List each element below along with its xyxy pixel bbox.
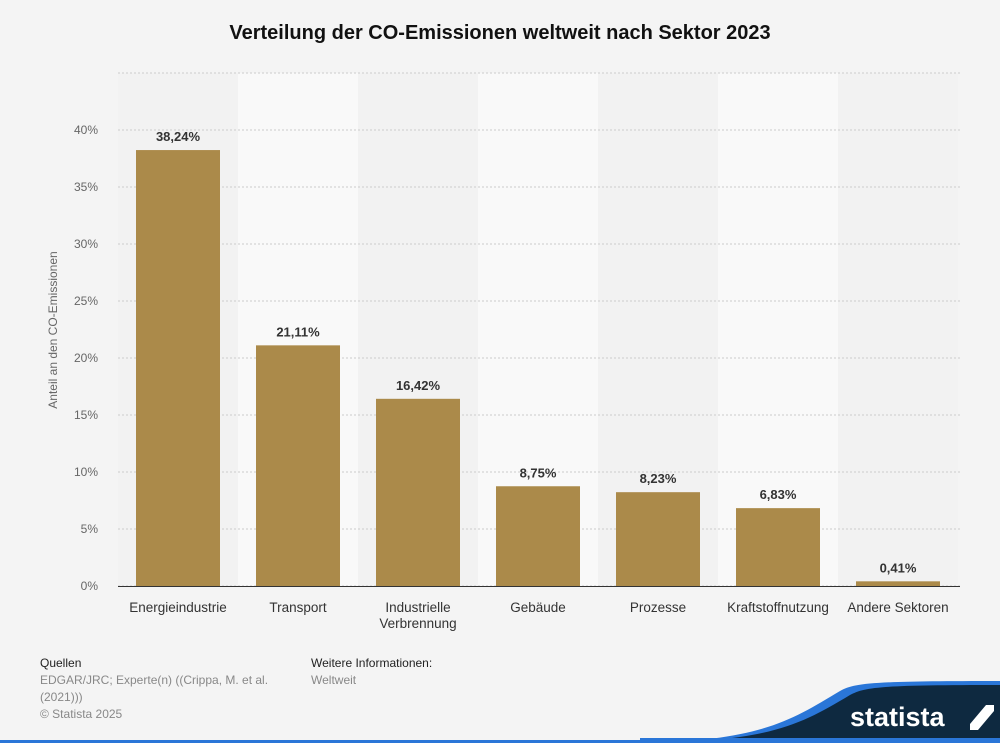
x-tick-label: Kraftstoffnutzung [727,600,829,615]
bar [856,581,940,586]
sources-line: (2021))) [40,690,83,704]
bar [256,345,340,586]
chart-title: Verteilung der CO-Emissionen weltweit na… [229,22,771,44]
data-label: 16,42% [396,378,441,393]
y-tick-label: 20% [74,351,98,365]
bar [376,398,460,586]
data-label: 8,23% [640,471,677,486]
sources-block: Quellen EDGAR/JRC; Experte(n) ((Crippa, … [40,655,268,723]
y-tick-label: 25% [74,294,98,308]
info-block: Weitere Informationen: Weltweit [311,655,432,689]
info-heading: Weitere Informationen: [311,656,433,670]
x-tick-label: Verbrennung [379,616,456,631]
data-label: 38,24% [156,129,201,144]
svg-text:statista: statista [850,702,946,732]
info-text: Weltweit [311,673,357,687]
y-tick-label: 30% [74,237,98,251]
data-label: 0,41% [880,560,917,575]
y-tick-label: 10% [74,465,98,479]
x-tick-label: Transport [269,600,327,615]
data-label: 6,83% [760,487,797,502]
y-tick-label: 0% [81,579,99,593]
bar-chart: 0% 5% 10% 15% 20% 25% 30% 35% 40% 38,24% Energiein… [46,72,960,631]
sources-heading: Quellen [40,656,82,670]
column-band [718,73,838,586]
y-tick-label: 5% [81,522,99,536]
y-tick-label: 15% [74,408,98,422]
y-tick-label: 35% [74,180,98,194]
data-label: 21,11% [276,324,320,339]
y-axis-label: Anteil an den CO-Emissionen [46,251,60,408]
bar [616,492,700,586]
x-tick-label: Andere Sektoren [847,600,948,615]
copyright: © Statista 2025 [40,707,123,721]
bar [736,508,820,586]
sources-line[interactable]: EDGAR/JRC; Experte(n) ((Crippa, M. et al… [40,673,269,687]
x-tick-label: Prozesse [630,600,686,615]
x-tick-label: Energieindustrie [129,600,227,615]
footer-line [0,740,660,743]
y-tick-label: 40% [74,123,98,137]
column-band [838,73,958,586]
data-label: 8,75% [520,465,557,480]
bar [496,486,580,586]
bar [136,150,220,586]
x-tick-label: Industrielle [385,600,450,615]
statista-logo[interactable]: statista [640,681,1000,743]
x-tick-label: Gebäude [510,600,566,615]
